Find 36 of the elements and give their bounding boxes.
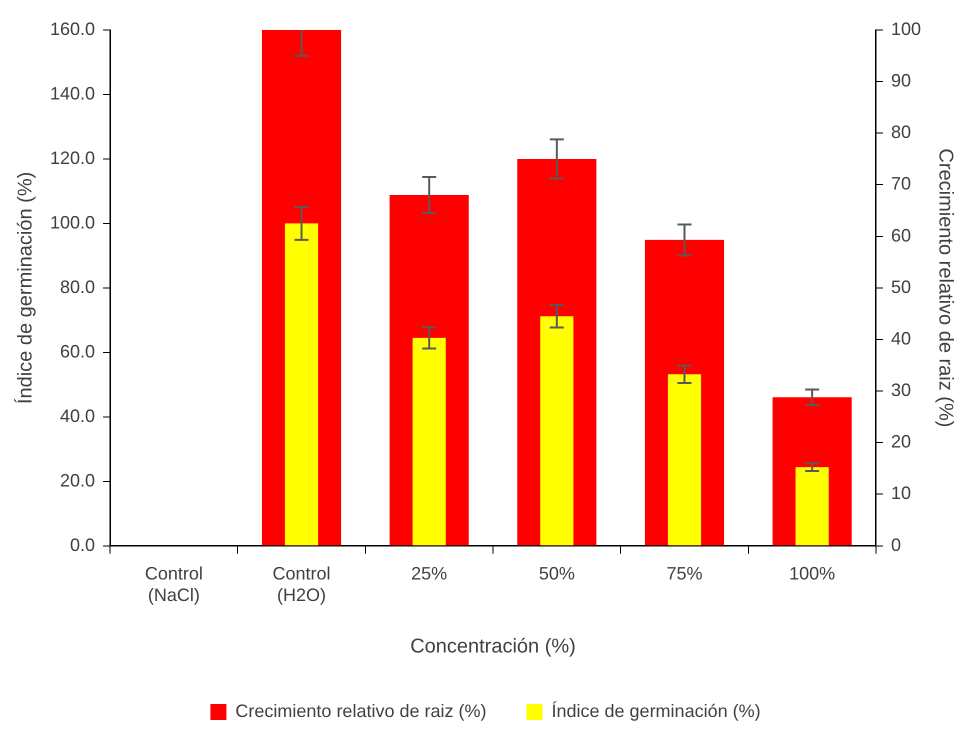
y-tick-label: 20.0 [60,470,96,490]
y2-tick-label: 0 [890,534,901,555]
y-tick-label: 60.0 [60,341,96,362]
y-tick-label: 160.0 [50,18,96,39]
y-tick-label: 40.0 [60,406,96,426]
y-tick-label: 100.0 [50,212,96,232]
x-axis-title: Concentración (%) [410,636,576,658]
y-tick-label: 140.0 [50,83,96,104]
y-tick-label: 80.0 [60,276,96,297]
bar [412,338,446,546]
y2-tick-label: 10 [890,483,911,504]
y2-tick-label: 40 [890,328,911,348]
bar [668,374,702,546]
bar [540,316,574,546]
y-tick-label: 120.0 [50,148,96,168]
y2-tick-label: 80 [890,122,911,142]
y2-axis-title: Crecimiento relativo de raiz (%) [934,148,956,428]
y2-tick-label: 60 [890,225,911,246]
x-tick-label: Control (H2O) [272,564,331,606]
x-tick-label: 25% [411,564,448,584]
y2-tick-label: 70 [890,174,911,194]
y2-tick-label: 30 [890,380,911,400]
x-tick-label: 75% [666,564,702,584]
x-tick-label: 100% [789,564,836,584]
legend-label: Índice de germinación (%) [551,700,761,721]
x-tick-label: Control (NaCl) [144,564,203,606]
y2-tick-label: 20 [890,432,911,452]
x-tick-label: 50% [538,564,575,584]
y2-tick-label: 100 [890,18,922,39]
y2-tick-label: 50 [890,276,911,297]
y2-tick-label: 90 [890,70,911,91]
bar [796,467,829,546]
legend-label: Crecimiento relativo de raiz (%) [235,700,486,721]
bar [284,223,318,546]
y-tick-label: 0.0 [70,534,96,555]
y-axis-title: Índice de germinación (%) [14,172,37,404]
